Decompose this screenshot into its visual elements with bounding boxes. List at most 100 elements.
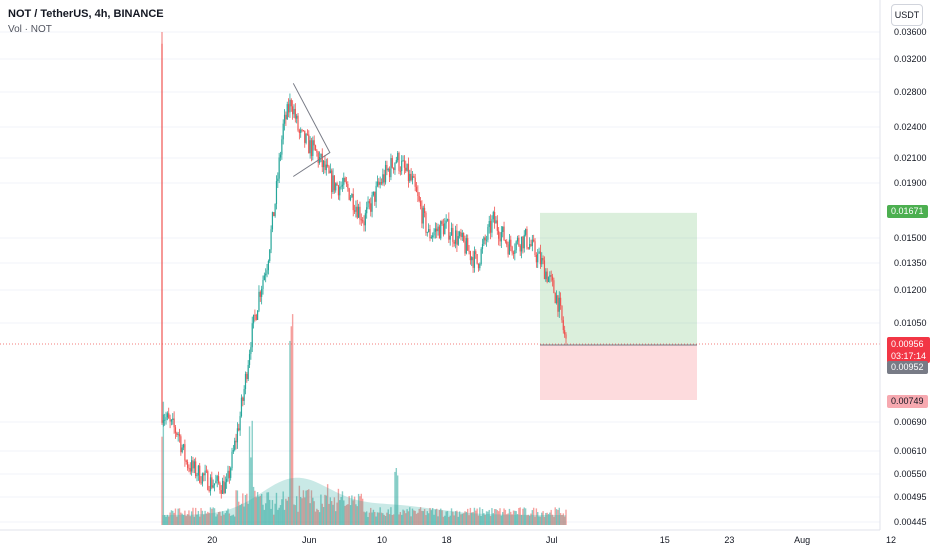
price-axis[interactable]: 0.03600 0.03200 0.02800 0.02400 0.02100 0.019… — [879, 0, 927, 530]
candle-body — [211, 477, 213, 488]
volume-bar — [217, 511, 220, 525]
candle-body — [333, 175, 335, 191]
candle-body — [437, 226, 439, 232]
volume-bar — [266, 492, 268, 525]
candle-body — [236, 428, 239, 443]
volume-bar — [244, 495, 247, 525]
volume-bar — [356, 506, 358, 525]
candle-body — [367, 201, 369, 208]
volume-bar — [411, 508, 414, 525]
volume-bar — [546, 512, 548, 525]
volume-bar — [180, 512, 182, 525]
volume-bar — [429, 507, 431, 525]
candle-body — [376, 181, 379, 186]
volume-bar — [497, 511, 500, 525]
currency-unit-button[interactable]: USDT — [891, 4, 923, 26]
volume-bar — [431, 508, 434, 525]
volume-bar — [254, 490, 256, 525]
time-tick-label: 23 — [724, 535, 734, 545]
volume-bar — [367, 516, 369, 525]
volume-bar — [499, 508, 501, 525]
symbol-title[interactable]: NOT / TetherUS, 4h, BINANCE — [8, 8, 164, 20]
volume-bar — [166, 514, 169, 525]
volume-bar — [425, 515, 427, 525]
volume-bar — [394, 471, 396, 525]
candle-body — [166, 413, 168, 418]
volume-bar — [208, 512, 210, 525]
time-tick-label: Jun — [302, 535, 317, 545]
candle-body — [184, 444, 186, 461]
volume-bars — [161, 314, 567, 525]
volume-bar — [539, 516, 542, 525]
volume-bar — [402, 509, 404, 525]
volume-bar — [518, 507, 520, 525]
volume-bar — [205, 513, 208, 525]
candle-body — [282, 123, 284, 140]
profit-zone — [540, 212, 697, 345]
candle-body — [327, 164, 329, 167]
candle-body — [554, 293, 556, 304]
candle-body — [512, 252, 515, 254]
candle-body — [300, 129, 302, 134]
current-price-tag: 0.00956 03:17:14 — [887, 337, 931, 363]
volume-bar — [201, 510, 204, 525]
volume-bar — [405, 513, 407, 525]
triangle-pattern-drawing[interactable] — [292, 83, 331, 177]
long-position-tool[interactable] — [0, 212, 880, 400]
candle-body — [267, 260, 269, 271]
volume-bar — [543, 516, 546, 525]
candle-body — [161, 43, 163, 423]
candle-body — [263, 275, 265, 281]
candle-body — [321, 153, 323, 168]
volume-bar — [538, 516, 540, 525]
volume-bar — [255, 497, 257, 525]
candle-body — [228, 470, 230, 478]
candle-body — [325, 164, 327, 171]
candle-body — [565, 334, 567, 339]
volume-bar — [410, 516, 412, 525]
candle-body — [542, 257, 544, 261]
candle-body — [508, 239, 511, 255]
time-tick-label: 18 — [442, 535, 452, 545]
candle-body — [502, 226, 504, 232]
candle-body — [255, 314, 257, 320]
candle-body — [433, 231, 435, 236]
candle-body — [180, 436, 182, 453]
candle-body — [294, 108, 296, 119]
time-axis[interactable]: 20 Jun 10 18 Jul 15 23 Aug 12 — [0, 529, 896, 545]
candle-body — [454, 230, 457, 244]
candle-body — [274, 203, 276, 217]
volume-bar — [462, 513, 465, 525]
volume-bar — [224, 513, 226, 525]
candle-body — [479, 264, 481, 269]
volume-bar — [197, 510, 200, 525]
volume-bar — [527, 514, 529, 525]
volume-bar — [461, 513, 464, 525]
volume-bar — [306, 489, 309, 525]
volume-bar — [473, 507, 476, 525]
volume-bar — [440, 508, 442, 525]
candle-body — [492, 211, 494, 220]
volume-bar — [465, 511, 468, 525]
candle-body — [476, 254, 478, 264]
volume-bar — [337, 488, 340, 525]
volume-bar — [422, 511, 424, 525]
candle-body — [551, 276, 554, 281]
candle-body — [475, 251, 477, 255]
candle-body — [516, 237, 519, 242]
volume-bar — [547, 513, 550, 525]
candle-body — [309, 140, 311, 154]
volume-bar — [456, 510, 458, 525]
volume-bar — [418, 508, 420, 525]
candle-body — [562, 320, 564, 331]
volume-bar — [300, 496, 302, 525]
candle-body — [181, 447, 183, 453]
candle-body — [318, 157, 321, 163]
volume-bar — [427, 513, 430, 525]
candle-body — [329, 170, 331, 173]
volume-indicator-label[interactable]: Vol · NOT — [8, 24, 52, 35]
candle-body — [189, 468, 191, 472]
candle-body — [358, 206, 360, 218]
candle-body — [463, 232, 465, 242]
